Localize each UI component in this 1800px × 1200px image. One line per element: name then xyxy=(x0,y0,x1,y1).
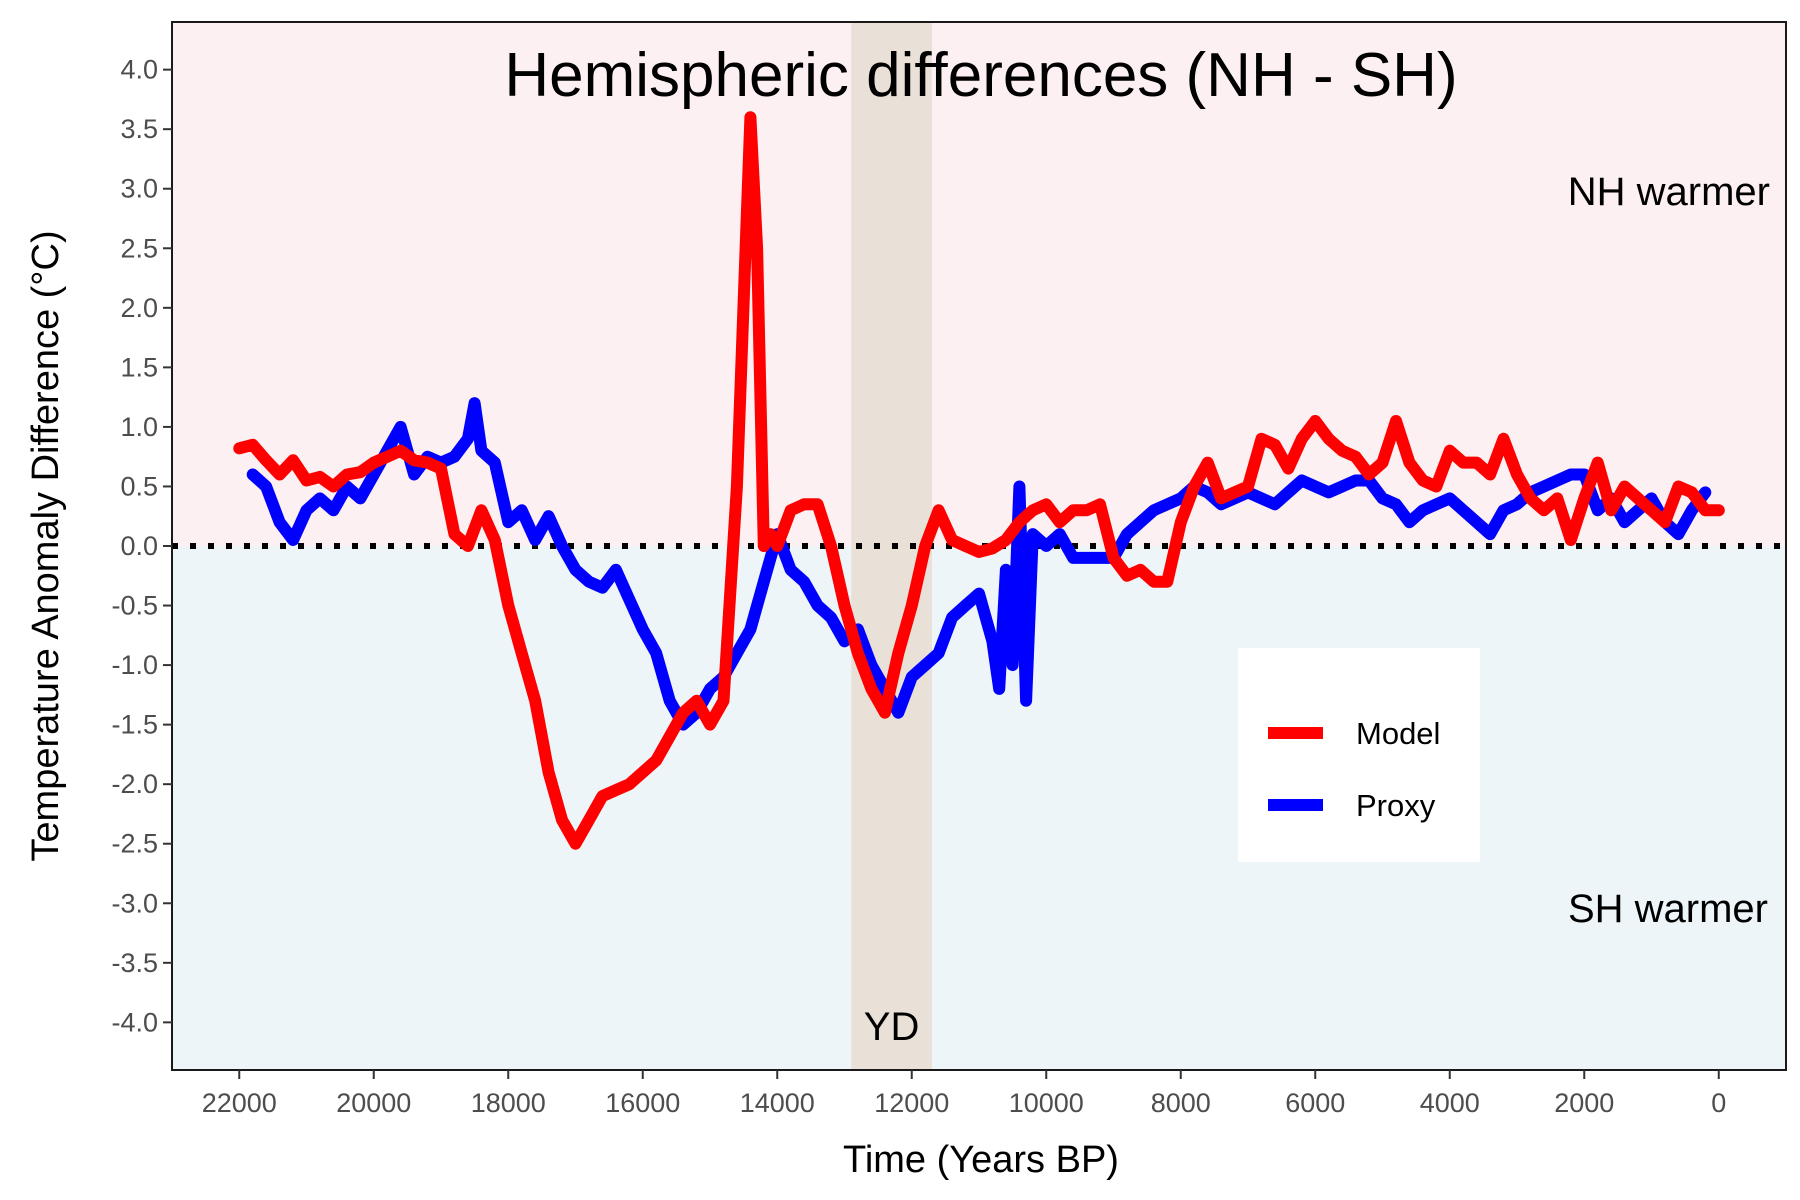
legend-label-proxy: Proxy xyxy=(1356,788,1436,823)
y-tick-label: 4.0 xyxy=(120,55,158,85)
x-tick-label: 12000 xyxy=(874,1088,949,1118)
x-tick-label: 20000 xyxy=(336,1088,411,1118)
y-tick-label: -2.5 xyxy=(111,829,158,859)
y-tick-label: 3.5 xyxy=(120,114,158,144)
x-tick-label: 14000 xyxy=(740,1088,815,1118)
y-tick-label: -2.0 xyxy=(111,769,158,799)
series-line-proxy xyxy=(246,397,1712,731)
y-tick-label: -3.0 xyxy=(111,888,158,918)
x-tick-label: 16000 xyxy=(605,1088,680,1118)
chart-title: Hemispheric differences (NH - SH) xyxy=(504,41,1457,110)
y-tick-label: 3.0 xyxy=(120,174,158,204)
legend-label-model: Model xyxy=(1356,716,1440,751)
y-tick-label: 0.0 xyxy=(120,531,158,561)
y-axis-title: Temperature Anomaly Difference (°C) xyxy=(25,230,67,861)
x-tick-label: 0 xyxy=(1711,1088,1726,1118)
series-lines xyxy=(233,111,1725,850)
x-tick-label: 18000 xyxy=(471,1088,546,1118)
x-tick-label: 2000 xyxy=(1554,1088,1614,1118)
yd-shaded-period xyxy=(851,22,932,1070)
y-tick-label: 0.5 xyxy=(120,471,158,501)
y-tick-label: 2.5 xyxy=(120,233,158,263)
x-tick-label: 4000 xyxy=(1420,1088,1480,1118)
y-tick-label: -1.5 xyxy=(111,710,158,740)
x-tick-label: 8000 xyxy=(1151,1088,1211,1118)
y-tick-label: 1.5 xyxy=(120,352,158,382)
region-band-1 xyxy=(172,546,1786,1070)
region-label-nh: NH warmer xyxy=(1568,170,1770,214)
x-tick-label: 6000 xyxy=(1285,1088,1345,1118)
y-tick-label: -1.0 xyxy=(111,650,158,680)
y-axis-ticks: 4.0 3.5 3.0 2.5 2.0 1.5 1.0 0.5 0.0 -0.5 -1.0 -1.5 -… xyxy=(111,55,172,1037)
region-label-sh: SH warmer xyxy=(1568,887,1768,931)
x-tick-label: 22000 xyxy=(202,1088,277,1118)
legend: Model Proxy xyxy=(1238,648,1480,862)
series-line-model xyxy=(233,111,1725,850)
legend-box xyxy=(1238,648,1480,862)
y-tick-label: -3.5 xyxy=(111,948,158,978)
y-tick-label: -0.5 xyxy=(111,591,158,621)
y-tick-label: 1.0 xyxy=(120,412,158,442)
y-tick-label: -4.0 xyxy=(111,1007,158,1037)
yd-band-rect xyxy=(851,22,932,1070)
x-axis-ticks: 22000 20000 18000 16000 14000 12000 10000 8000 6… xyxy=(202,1070,1726,1118)
x-axis-title: Time (Years BP) xyxy=(843,1139,1119,1181)
yd-label: YD xyxy=(864,1005,920,1049)
x-tick-label: 10000 xyxy=(1009,1088,1084,1118)
y-tick-label: 2.0 xyxy=(120,293,158,323)
